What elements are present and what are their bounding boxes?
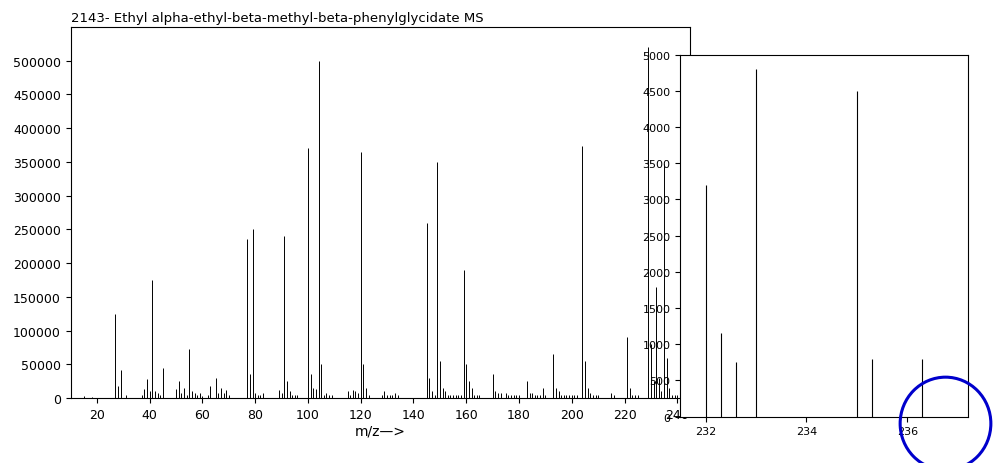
Text: 2143- Ethyl alpha-ethyl-beta-methyl-beta-phenylglycidate MS: 2143- Ethyl alpha-ethyl-beta-methyl-beta…	[71, 12, 483, 25]
X-axis label: m/z—>: m/z—>	[355, 424, 406, 438]
